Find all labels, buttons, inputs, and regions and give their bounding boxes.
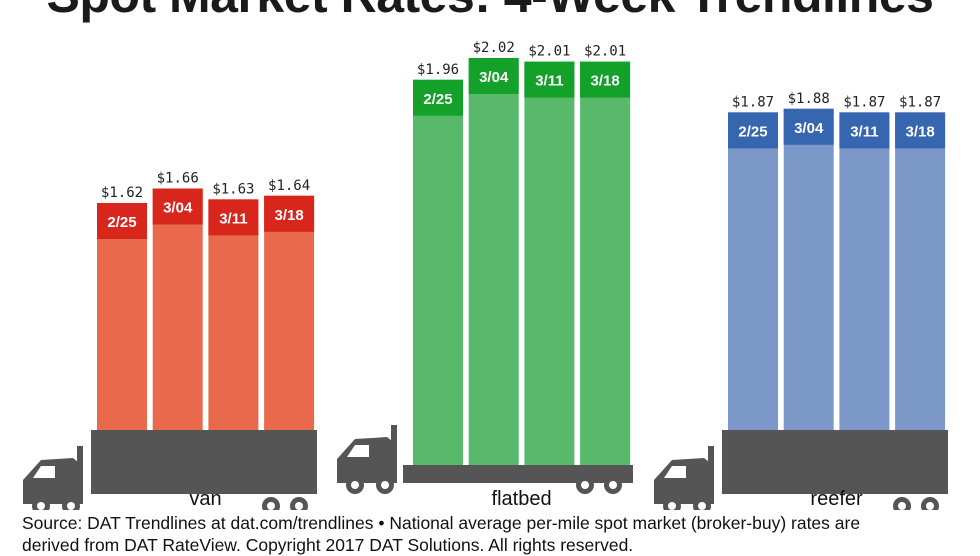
source-note: Source: DAT Trendlines at dat.com/trendl… <box>22 512 972 556</box>
bar-chart: 2/25$1.623/04$1.663/11$1.633/18$1.64van2… <box>23 40 948 510</box>
truck-flatbed-hub <box>381 481 389 489</box>
value-label: $1.64 <box>268 178 310 194</box>
chart-title: Spot Market Rates: 4-Week Trendlines <box>0 0 980 24</box>
truck-flatbed-flatbed <box>403 465 633 477</box>
bar-cap-flatbed-3-11 <box>524 61 575 98</box>
source-line-1: Source: DAT Trendlines at dat.com/trendl… <box>22 513 861 533</box>
bar-van-3-11 <box>208 199 259 430</box>
group-label-flatbed: flatbed <box>492 488 552 510</box>
group-van: 2/25 $1.62 3/04 $1.66 3/11 $1.63 3/18 $1.64 van <box>23 171 317 510</box>
bar-van-2-25 <box>97 203 147 430</box>
bar-reefer-3-11 <box>839 112 890 430</box>
truck-flatbed-hub <box>581 481 589 489</box>
value-label: $1.96 <box>417 62 459 78</box>
value-label: $2.02 <box>473 40 515 56</box>
truck-flatbed-window <box>347 445 369 457</box>
truck-reefer-frame <box>722 488 948 494</box>
truck-reefer-hub <box>898 502 906 510</box>
truck-reefer-trailer <box>722 430 948 488</box>
truck-flatbed-cab <box>337 437 397 483</box>
week-label: 3/11 <box>535 73 563 90</box>
value-label: $1.66 <box>157 171 199 187</box>
value-label: $1.87 <box>732 94 774 110</box>
truck-van-stack <box>77 446 83 470</box>
week-label: 3/11 <box>850 123 878 140</box>
bar-reefer-2-25 <box>728 112 778 430</box>
group-label-reefer: reefer <box>810 488 863 510</box>
truck-reefer-hub <box>698 502 706 510</box>
week-label: 3/18 <box>590 73 619 90</box>
truck-van-window <box>33 466 55 478</box>
bar-flatbed-3-11 <box>524 61 575 465</box>
value-label: $1.62 <box>101 185 143 201</box>
bar-van-3-18 <box>264 195 315 430</box>
truck-reefer-hub <box>926 502 934 510</box>
value-label: $1.88 <box>788 91 830 107</box>
truck-reefer-stack <box>708 446 714 470</box>
truck-flatbed-frame <box>403 477 633 483</box>
bar-cap-van-3-11 <box>208 199 259 236</box>
truck-flatbed-hub <box>609 481 617 489</box>
bar-cap-van-3-18 <box>264 195 315 232</box>
bar-reefer-3-18 <box>895 112 946 430</box>
truck-van-trailer <box>91 430 317 488</box>
truck-van-hub <box>267 502 275 510</box>
week-label: 3/04 <box>163 200 193 217</box>
truck-van <box>23 430 317 510</box>
bar-flatbed-3-04 <box>468 58 519 465</box>
truck-reefer-hub <box>668 502 676 510</box>
bar-cap-reefer-2-25 <box>728 112 778 149</box>
truck-flatbed-hub <box>351 481 359 489</box>
bar-cap-van-3-04 <box>152 188 203 225</box>
bar-reefer-3-04 <box>783 108 834 430</box>
week-label: 2/25 <box>423 91 452 108</box>
bar-van-3-04 <box>152 188 203 430</box>
truck-reefer <box>654 430 948 510</box>
value-label: $2.01 <box>584 44 626 60</box>
group-reefer: 2/25 $1.87 3/04 $1.88 3/11 $1.87 3/18 $1.87 reef… <box>654 91 948 510</box>
truck-reefer-cab <box>654 458 714 504</box>
bar-flatbed-2-25 <box>413 79 463 465</box>
bar-flatbed-3-18 <box>580 61 631 465</box>
truck-flatbed-stack <box>391 425 397 449</box>
week-label: 3/11 <box>219 210 247 227</box>
truck-van-hub <box>67 502 75 510</box>
bar-cap-van-2-25 <box>97 203 147 239</box>
truck-van-hub <box>295 502 303 510</box>
week-label: 3/18 <box>274 207 303 224</box>
week-label: 3/04 <box>794 120 824 137</box>
value-label: $2.01 <box>528 44 570 60</box>
truck-van-cab <box>23 458 83 504</box>
truck-van-frame <box>91 488 317 494</box>
bar-cap-flatbed-3-18 <box>580 61 631 98</box>
group-label-van: van <box>189 488 221 510</box>
group-flatbed: 2/25 $1.96 3/04 $2.02 3/11 $2.01 3/18 $2.01 flat… <box>337 40 633 510</box>
truck-reefer-window <box>664 466 686 478</box>
bar-cap-reefer-3-18 <box>895 112 946 149</box>
bar-cap-flatbed-3-04 <box>468 58 519 94</box>
value-label: $1.87 <box>899 94 941 110</box>
value-label: $1.87 <box>843 94 885 110</box>
bar-cap-reefer-3-04 <box>783 108 834 145</box>
week-label: 2/25 <box>738 123 767 140</box>
week-label: 3/04 <box>479 69 509 86</box>
source-line-2: derived from DAT RateView. Copyright 201… <box>22 535 634 555</box>
week-label: 3/18 <box>905 123 934 140</box>
truck-van-hub <box>37 502 45 510</box>
truck-flatbed <box>337 425 633 494</box>
bar-cap-reefer-3-11 <box>839 112 890 149</box>
week-label: 2/25 <box>107 214 136 231</box>
bar-cap-flatbed-2-25 <box>413 79 463 116</box>
value-label: $1.63 <box>212 181 254 197</box>
